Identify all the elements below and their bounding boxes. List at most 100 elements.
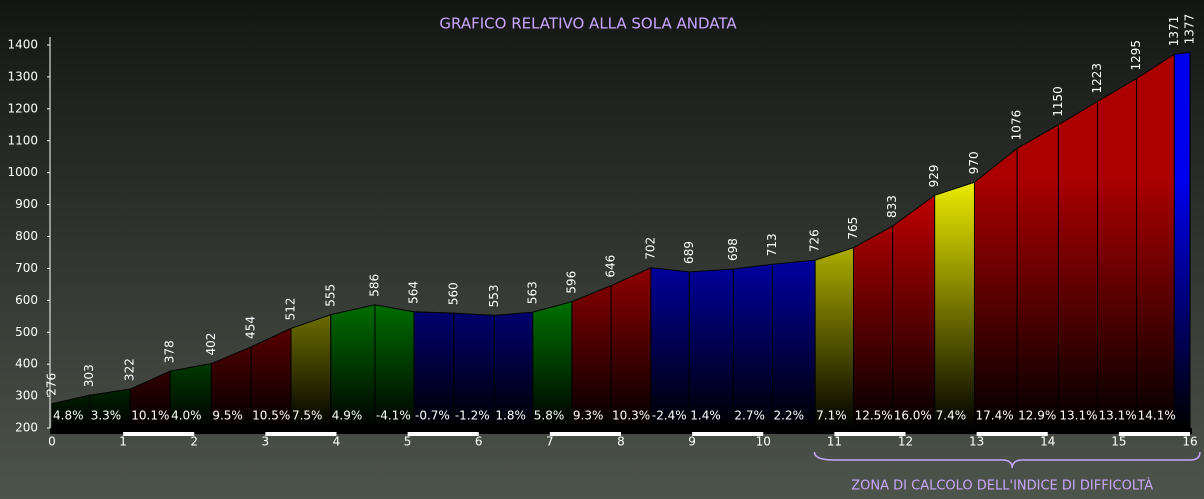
gradient-label: 4.8% [53, 409, 84, 423]
gradient-label: 5.8% [534, 409, 565, 423]
segment [1136, 53, 1175, 429]
km-bar [976, 432, 1048, 436]
gradient-label: 1.4% [690, 409, 721, 423]
gradient-label: 4.0% [171, 409, 202, 423]
x-tick-label: 0 [48, 435, 56, 449]
x-tick-label: 9 [688, 435, 696, 449]
y-tick-label: 600 [15, 293, 38, 307]
y-tick-label: 800 [15, 229, 38, 243]
gradient-label: 1.8% [495, 409, 525, 423]
segment [650, 267, 690, 429]
annotation-text: ZONA DI CALCOLO DELL'INDICE DI DIFFICOLT… [851, 478, 1153, 494]
segment [1016, 123, 1059, 429]
gradient-label: -0.7% [415, 409, 450, 423]
elevation-label: 454 [244, 316, 258, 339]
segment [610, 267, 652, 429]
x-tick-label: 15 [1111, 435, 1126, 449]
gradient-label: 2.2% [773, 409, 804, 423]
segment [1097, 77, 1138, 429]
km-bar [1118, 432, 1190, 436]
segment [973, 147, 1018, 429]
y-tick-label: 1000 [7, 165, 38, 179]
x-tick-label: 4 [333, 435, 341, 449]
segment [771, 259, 816, 429]
chart-title: GRAFICO RELATIVO ALLA SOLA ANDATA [439, 15, 737, 33]
elevation-label: 402 [204, 333, 218, 356]
gradient-label: 7.1% [816, 409, 847, 423]
x-tick-label: 2 [190, 435, 198, 449]
elevation-label: 765 [846, 217, 860, 240]
elevation-label: 553 [487, 284, 501, 307]
km-bar [123, 432, 195, 436]
elevation-label: 1295 [1129, 40, 1143, 71]
segment [934, 181, 975, 429]
elevation-label: 698 [726, 238, 740, 261]
x-tick-label: 3 [262, 435, 270, 449]
elevation-label: 560 [446, 282, 460, 305]
y-tick-label: 400 [15, 357, 38, 371]
x-tick-label: 16 [1182, 435, 1197, 449]
gradient-label: 9.5% [212, 409, 243, 423]
x-tick-label: 10 [756, 435, 771, 449]
y-tick-label: 700 [15, 261, 38, 275]
gradient-label: 13.1% [1059, 409, 1097, 423]
elevation-label: 1076 [1010, 110, 1024, 141]
x-axis-band [50, 428, 1192, 434]
gradient-label: 13.1% [1099, 409, 1137, 423]
elevation-label: 322 [123, 358, 137, 381]
gradient-label: 17.4% [975, 409, 1013, 423]
elevation-label: 276 [45, 373, 59, 396]
elevation-label: 586 [367, 274, 381, 297]
km-bar [549, 432, 621, 436]
annotation-brace [813, 451, 1201, 469]
km-bar [834, 432, 906, 436]
km-bar [265, 432, 337, 436]
gradient-label: -1.2% [455, 409, 490, 423]
segment [1057, 100, 1099, 429]
y-tick-label: 1300 [7, 69, 38, 83]
y-tick-label: 200 [15, 421, 38, 435]
km-bar [692, 432, 764, 436]
gradient-label: 10.1% [131, 409, 169, 423]
elevation-label: 646 [604, 255, 618, 278]
gradient-label: 10.3% [612, 409, 650, 423]
gradient-label: 10.5% [252, 409, 290, 423]
gradient-label: 12.9% [1018, 409, 1056, 423]
gradient-label: 16.0% [894, 409, 932, 423]
elevation-label: 929 [927, 164, 941, 187]
x-tick-label: 5 [404, 435, 412, 449]
elevation-label: 563 [525, 281, 539, 304]
x-tick-label: 12 [898, 435, 913, 449]
elevation-label: 596 [564, 271, 578, 294]
x-tick-label: 6 [475, 435, 483, 449]
elevation-label: 555 [323, 284, 337, 307]
segment [688, 268, 734, 429]
gradient-label: 14.1% [1138, 409, 1176, 423]
gradient-label: -4.1% [376, 409, 411, 423]
gradient-label: 7.5% [292, 409, 323, 423]
elevation-label: 303 [82, 364, 96, 387]
y-tick-label: 900 [15, 197, 38, 211]
gradient-label: 7.4% [936, 409, 967, 423]
km-bar [407, 432, 479, 436]
x-tick-label: 11 [827, 435, 842, 449]
segment [1173, 51, 1191, 429]
elevation-label: 713 [765, 233, 779, 256]
y-tick-label: 1400 [7, 38, 38, 52]
gradient-label: 12.5% [855, 409, 893, 423]
gradient-label: 4.9% [332, 409, 363, 423]
segment [853, 225, 894, 429]
elevation-label: 378 [163, 340, 177, 363]
elevation-label: 1223 [1090, 63, 1104, 94]
elevation-label: 1377 [1183, 14, 1197, 45]
x-tick-label: 14 [1040, 435, 1055, 449]
elevation-label: 1150 [1051, 86, 1065, 117]
elevation-label: 564 [407, 281, 421, 304]
segment [892, 194, 936, 429]
y-tick-label: 500 [15, 325, 38, 339]
gradient-label: 3.3% [91, 409, 122, 423]
elevation-label: 512 [283, 298, 297, 321]
x-tick-label: 8 [617, 435, 625, 449]
segment [571, 284, 612, 429]
